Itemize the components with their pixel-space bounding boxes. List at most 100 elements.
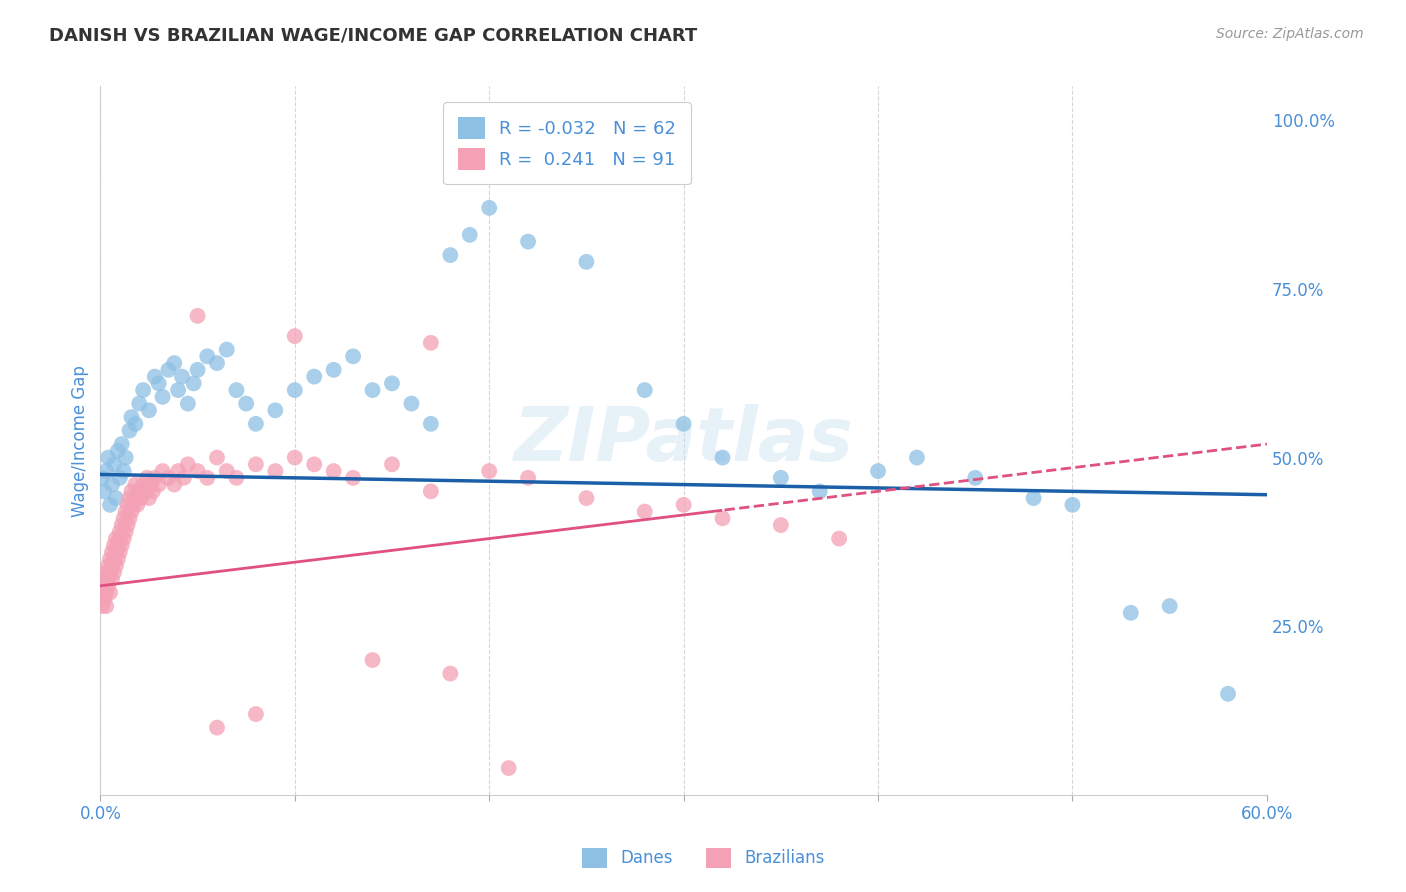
Point (128, 396, 150, 410)
Point (183, 376, 205, 391)
Point (91, 579, 114, 593)
Point (101, 545, 124, 559)
Point (136, 471, 159, 485)
Point (97, 572, 120, 586)
Point (769, 471, 792, 485)
Point (868, 464, 890, 478)
Point (205, 721, 228, 735)
Point (111, 538, 134, 552)
Point (205, 450, 228, 465)
Point (91, 471, 114, 485)
Point (93, 572, 115, 586)
Point (122, 498, 145, 512)
Legend: Danes, Brazilians: Danes, Brazilians (575, 841, 831, 875)
Point (711, 511, 734, 525)
Point (634, 383, 657, 397)
Point (128, 484, 150, 499)
Point (118, 511, 141, 525)
Point (111, 518, 134, 533)
Point (264, 403, 287, 417)
Point (284, 329, 307, 343)
Point (98, 585, 121, 599)
Point (107, 538, 129, 552)
Point (91, 599, 114, 613)
Point (1216, 687, 1239, 701)
Point (245, 417, 267, 431)
Point (96, 579, 118, 593)
Point (322, 464, 344, 478)
Point (177, 458, 200, 472)
Point (381, 458, 404, 472)
Point (152, 464, 174, 478)
Point (112, 511, 135, 525)
Point (107, 551, 129, 566)
Point (498, 761, 520, 775)
Point (103, 566, 125, 580)
Point (163, 477, 186, 491)
Point (245, 458, 267, 472)
Point (93, 592, 115, 607)
Point (117, 498, 139, 512)
Point (114, 505, 136, 519)
Point (143, 471, 166, 485)
Y-axis label: Wage/Income Gap: Wage/Income Gap (72, 365, 89, 516)
Point (965, 471, 987, 485)
Point (114, 450, 136, 465)
Point (143, 369, 166, 384)
Point (120, 484, 142, 499)
Text: Source: ZipAtlas.com: Source: ZipAtlas.com (1216, 27, 1364, 41)
Point (157, 471, 180, 485)
Point (97, 558, 120, 573)
Point (167, 383, 190, 397)
Point (173, 471, 195, 485)
Point (148, 376, 170, 391)
Point (98, 566, 121, 580)
Point (118, 491, 141, 505)
Point (225, 383, 247, 397)
Point (108, 545, 131, 559)
Point (205, 356, 228, 370)
Point (108, 471, 131, 485)
Point (97, 579, 120, 593)
Point (103, 458, 125, 472)
Point (129, 491, 152, 505)
Point (634, 505, 657, 519)
Point (101, 477, 124, 491)
Point (302, 369, 325, 384)
Point (808, 484, 831, 499)
Point (284, 450, 307, 465)
Point (322, 363, 344, 377)
Point (138, 403, 160, 417)
Point (235, 396, 257, 410)
Text: DANISH VS BRAZILIAN WAGE/INCOME GAP CORRELATION CHART: DANISH VS BRAZILIAN WAGE/INCOME GAP CORR… (49, 27, 697, 45)
Point (114, 524, 136, 539)
Point (439, 248, 461, 262)
Point (195, 471, 218, 485)
Point (264, 464, 287, 478)
Point (187, 309, 209, 323)
Point (517, 235, 540, 249)
Point (104, 558, 127, 573)
Point (195, 349, 218, 363)
Point (127, 498, 149, 512)
Point (1119, 606, 1142, 620)
Point (112, 532, 135, 546)
Point (905, 450, 928, 465)
Point (91, 585, 114, 599)
Point (96, 599, 118, 613)
Point (1159, 599, 1181, 613)
Point (112, 464, 135, 478)
Point (342, 349, 364, 363)
Point (132, 477, 155, 491)
Point (419, 484, 441, 499)
Point (1022, 491, 1045, 505)
Point (142, 484, 165, 499)
Point (120, 505, 142, 519)
Point (97, 450, 120, 465)
Point (163, 356, 186, 370)
Point (342, 471, 364, 485)
Point (381, 376, 404, 391)
Point (132, 383, 155, 397)
Text: ZIPatlas: ZIPatlas (513, 404, 853, 477)
Point (478, 201, 501, 215)
